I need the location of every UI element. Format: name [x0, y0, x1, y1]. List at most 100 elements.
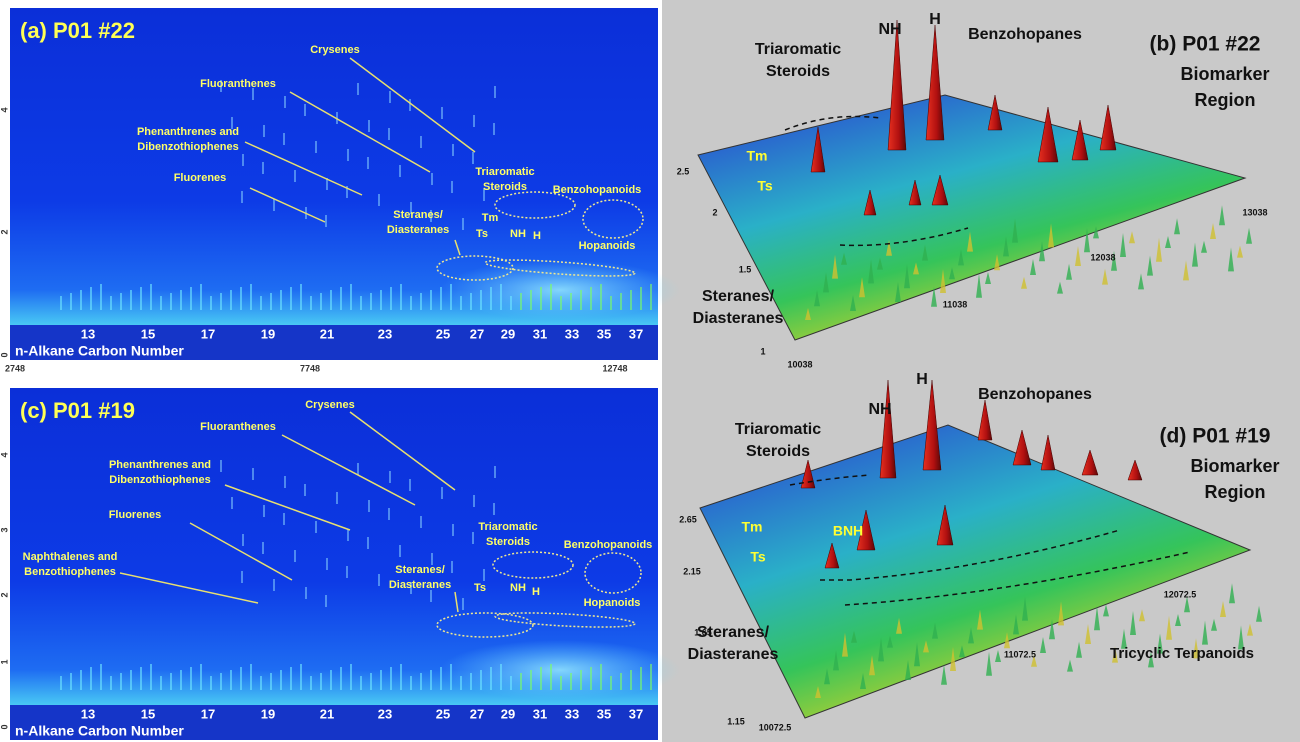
- signal-streak: [190, 287, 192, 310]
- annotation: Fluoranthenes: [200, 421, 276, 433]
- y-tick-label: 4: [0, 452, 9, 457]
- annotation: Benzohopanoids: [553, 184, 642, 196]
- signal-spot: [252, 88, 254, 100]
- y-tick-label: 2.15: [683, 566, 701, 576]
- x-tick-label: 10072.5: [759, 722, 792, 732]
- annotation: Benzohopanoids: [564, 539, 653, 551]
- signal-streak: [630, 290, 632, 310]
- signal-spot: [305, 587, 307, 599]
- signal-spot: [326, 558, 328, 570]
- y-tick-label: 2: [0, 592, 9, 597]
- signal-streak: [380, 290, 382, 310]
- x-axis-label: n-Alkane Carbon Number: [15, 723, 184, 739]
- signal-spot: [346, 186, 348, 198]
- carbon-number: 19: [261, 706, 275, 721]
- signal-glow: [440, 640, 680, 700]
- x-tick-label: 10038: [787, 359, 812, 369]
- signal-spot: [325, 595, 327, 607]
- peak: [1037, 106, 1059, 163]
- surface-ridge: [1238, 625, 1244, 650]
- signal-spot: [263, 505, 265, 517]
- carbon-number: 29: [501, 326, 515, 341]
- surface: [697, 94, 1247, 341]
- annotation: Hopanoids: [579, 240, 636, 252]
- surface-ridge: [1039, 241, 1045, 262]
- annotation: NH: [510, 228, 526, 240]
- surface-ridge: [913, 262, 919, 275]
- signal-streak: [630, 670, 632, 690]
- surface-ridge: [859, 277, 865, 298]
- signal-streak: [450, 284, 452, 310]
- surface-ridge: [868, 259, 874, 284]
- signal-spot: [420, 136, 422, 148]
- annotation: Tm: [482, 212, 499, 224]
- signal-streak: [230, 290, 232, 310]
- peak-label: Tm: [747, 148, 768, 164]
- signal-streak: [390, 287, 392, 310]
- signal-streak: [550, 664, 552, 690]
- surface-ridge: [842, 632, 848, 657]
- signal-streak: [580, 670, 582, 690]
- signal-streak: [60, 296, 62, 310]
- carbon-number: 13: [81, 326, 95, 341]
- signal-streak: [140, 287, 142, 310]
- signal-spot: [431, 553, 433, 565]
- peak-label: Steroids: [746, 443, 810, 460]
- signal-streak: [90, 287, 92, 310]
- signal-streak: [600, 664, 602, 690]
- surface-ridge: [1175, 614, 1181, 626]
- surface-ridge: [968, 627, 974, 644]
- signal-streak: [470, 293, 472, 310]
- peak-label: Ts: [750, 549, 766, 565]
- peak-label: NH: [868, 401, 891, 418]
- surface-ridge: [1183, 260, 1189, 281]
- signal-streak: [500, 664, 502, 690]
- surface-ridge: [1210, 223, 1216, 239]
- signal-spot: [462, 598, 464, 610]
- signal-spot: [494, 466, 496, 478]
- signal-spot: [336, 492, 338, 504]
- signal-streak: [260, 296, 262, 310]
- surface-ridge: [886, 239, 892, 256]
- surface-ridge: [932, 622, 938, 639]
- signal-spot: [430, 590, 432, 602]
- annotation: NH: [510, 582, 526, 594]
- signal-streak: [460, 676, 462, 690]
- carbon-number: 17: [201, 326, 215, 341]
- surface-ridge: [914, 642, 920, 667]
- surface-ridge: [1139, 609, 1145, 622]
- surface-ridge: [1021, 276, 1027, 289]
- signal-spot: [273, 199, 275, 211]
- surface-ridge: [1121, 628, 1127, 649]
- signal-spot: [451, 561, 453, 573]
- leader-line: [189, 522, 293, 581]
- peak: [856, 509, 876, 551]
- signal-spot: [430, 210, 432, 222]
- signal-streak: [250, 664, 252, 690]
- signal-streak: [300, 664, 302, 690]
- peak-label: Tm: [742, 519, 763, 535]
- annotation: Dibenzothiophenes: [109, 474, 210, 486]
- signal-streak: [70, 293, 72, 310]
- surface-ridge: [1220, 601, 1226, 617]
- signal-streak: [640, 667, 642, 690]
- signal-streak: [600, 284, 602, 310]
- signal-spot: [441, 107, 443, 119]
- dashed-guide: [839, 227, 969, 247]
- signal-spot: [441, 487, 443, 499]
- surface-ridge: [1129, 231, 1135, 244]
- signal-streak: [490, 287, 492, 310]
- surface-ridge: [1022, 596, 1028, 621]
- peak: [863, 189, 877, 216]
- dashed-guide: [784, 115, 881, 131]
- surface-ridge: [824, 668, 830, 685]
- surface-ridge: [1237, 245, 1243, 258]
- signal-streak: [290, 287, 292, 310]
- peak-label: Triaromatic: [735, 421, 821, 438]
- surface-ridge: [1120, 233, 1126, 257]
- signal-streak: [180, 670, 182, 690]
- signal-streak: [320, 293, 322, 310]
- surface-ridge: [976, 273, 982, 298]
